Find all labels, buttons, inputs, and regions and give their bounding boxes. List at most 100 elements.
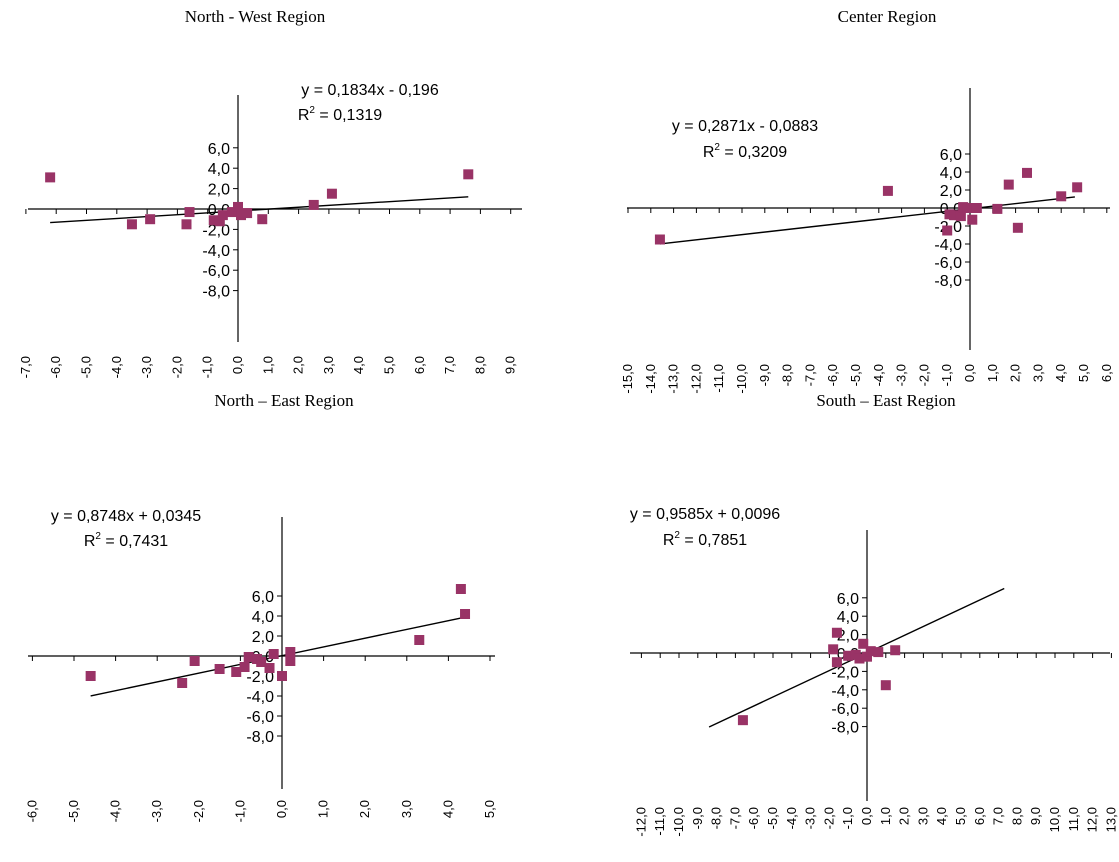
data-point xyxy=(971,203,982,213)
data-point xyxy=(962,203,973,213)
data-point xyxy=(455,584,466,594)
data-point xyxy=(233,201,243,212)
data-point xyxy=(890,645,901,656)
data-point xyxy=(231,667,242,677)
x-tick-label: -3,0 xyxy=(139,356,154,378)
data-point xyxy=(285,647,296,657)
data-point xyxy=(831,627,842,638)
x-tick-label: 1,0 xyxy=(878,807,893,825)
chart-title: North - West Region xyxy=(185,7,326,26)
regression-equation: y = 0,9585x + 0,0096 xyxy=(630,506,780,523)
data-point xyxy=(654,234,665,245)
data-point xyxy=(126,219,137,230)
x-tick-label: 4,0 xyxy=(351,356,366,374)
data-point xyxy=(189,656,200,666)
y-tick-label: 6,0 xyxy=(837,591,859,608)
y-tick-label: -2,0 xyxy=(246,669,274,686)
x-tick-label: -12,0 xyxy=(688,364,703,394)
data-point xyxy=(217,210,228,221)
south-east-chart: South – East Region -12,0 -11,0 -10,0 -9,0 -8… xyxy=(630,391,1119,837)
x-tick-label: 8,0 xyxy=(472,356,487,374)
x-tick-label: -13,0 xyxy=(666,364,681,394)
data-point xyxy=(85,671,96,681)
x-tick-label: 9,0 xyxy=(1028,807,1043,825)
data-point xyxy=(1022,167,1032,178)
y-tick-label: 6,0 xyxy=(940,147,962,164)
data-point xyxy=(737,715,748,726)
y-tick-label: -4,0 xyxy=(202,243,230,260)
x-tick-label: 3,0 xyxy=(399,800,414,818)
x-tick-label: -5,0 xyxy=(765,807,780,829)
data-point xyxy=(967,214,978,225)
x-tick-label: -6,0 xyxy=(48,356,63,378)
r-squared-exponent: 2 xyxy=(674,530,680,541)
x-tick-label: -8,0 xyxy=(780,364,795,386)
data-point xyxy=(243,652,254,662)
x-tick-label: 11,0 xyxy=(1066,807,1081,831)
data-point xyxy=(949,210,960,221)
x-tick-label: -4,0 xyxy=(109,356,124,378)
y-tick-label: 6,0 xyxy=(252,589,274,606)
data-point xyxy=(1003,179,1014,190)
data-point xyxy=(181,219,192,230)
r-squared-symbol: R xyxy=(703,144,715,161)
data-point xyxy=(268,649,279,659)
data-point xyxy=(1056,191,1067,202)
regression-equation: y = 0,2871x - 0,0883 xyxy=(672,118,818,135)
data-point xyxy=(854,653,865,664)
r-squared-label: R2 = 0,1319 xyxy=(298,105,382,124)
data-point xyxy=(285,656,296,666)
y-tick-label: 4,0 xyxy=(940,165,962,182)
x-tick-label: -8,0 xyxy=(709,807,724,829)
x-tick-label: 2,0 xyxy=(357,800,372,818)
y-tick-label: 4,0 xyxy=(837,609,859,626)
y-tick-label: -2,0 xyxy=(202,222,230,239)
x-tick-label: -9,0 xyxy=(757,364,772,386)
x-tick-label: -10,0 xyxy=(734,364,749,394)
y-tick-label: 4,0 xyxy=(252,609,274,626)
data-point xyxy=(177,678,188,688)
y-tick-label: -4,0 xyxy=(246,689,274,706)
x-tick-label: -1,0 xyxy=(840,807,855,829)
data-point xyxy=(256,657,267,667)
x-tick-label: 1,0 xyxy=(985,364,1000,382)
data-point xyxy=(865,646,876,657)
x-tick-label: 3,0 xyxy=(1030,364,1045,382)
data-point xyxy=(226,207,237,218)
data-point xyxy=(955,211,966,222)
x-tick-label: 1,0 xyxy=(316,800,331,818)
x-tick-label: -11,0 xyxy=(711,364,726,393)
y-tick-label: -6,0 xyxy=(246,709,274,726)
y-tick-label: -8,0 xyxy=(934,273,962,290)
x-tick-label: -11,0 xyxy=(652,807,667,836)
data-point xyxy=(858,638,869,649)
x-tick-label: 5,0 xyxy=(1076,364,1091,382)
y-tick-label: 2,0 xyxy=(837,628,859,645)
north-west-chart: North - West Region-7,0 -6,0 -5,0 -4,0 -3,0-… xyxy=(18,7,522,378)
data-point xyxy=(882,185,893,196)
trendline xyxy=(50,196,469,224)
y-tick-label: -6,0 xyxy=(934,255,962,272)
y-tick-label: -6,0 xyxy=(202,263,230,280)
x-tick-label: 2,0 xyxy=(897,807,912,825)
y-tick-label: -8,0 xyxy=(246,729,274,746)
x-tick-label: 6,0 xyxy=(412,356,427,374)
x-tick-label: 0,0 xyxy=(962,364,977,382)
data-point xyxy=(1012,222,1023,233)
r-squared-label: R2 = 0,3209 xyxy=(703,142,787,161)
data-point xyxy=(828,644,839,655)
x-tick-label: 6,0 xyxy=(972,807,987,825)
north-east-chart: North – East Region -6,0 -5,0 -4,0 -3,0 -2,0 -… xyxy=(24,391,497,822)
x-tick-label: -1,0 xyxy=(939,364,954,386)
x-tick-label: 6,0 xyxy=(1099,364,1114,382)
y-tick-label: -8,0 xyxy=(202,284,230,301)
chart-title: North – East Region xyxy=(214,391,354,410)
x-tick-label: 2,0 xyxy=(1008,364,1023,382)
r-squared-value: = 0,3209 xyxy=(720,144,787,161)
r-squared-exponent: 2 xyxy=(714,142,720,153)
y-tick-label: 4,0 xyxy=(208,161,230,178)
x-tick-label: 5,0 xyxy=(953,807,968,825)
x-tick-label: -5,0 xyxy=(66,800,81,822)
r-squared-exponent: 2 xyxy=(95,531,101,542)
data-point xyxy=(277,671,287,681)
